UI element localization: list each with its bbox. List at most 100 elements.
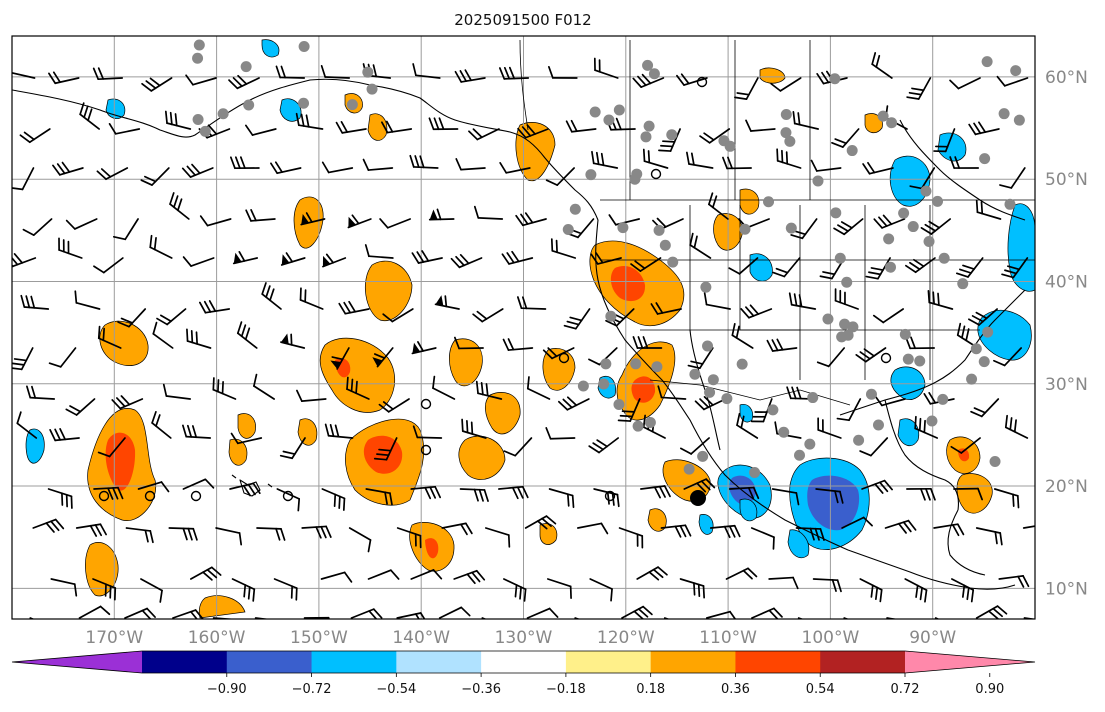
station-dot <box>807 392 819 404</box>
station-dot <box>932 195 944 207</box>
station-dot <box>659 239 671 251</box>
wind-barb <box>279 437 306 460</box>
station-dot <box>865 388 877 400</box>
wind-barb <box>1023 617 1035 619</box>
wind-barb <box>933 128 956 153</box>
station-dot <box>830 207 842 219</box>
wind-barb <box>75 523 107 537</box>
station-dot <box>884 261 896 273</box>
station-dot <box>653 224 665 236</box>
wind-barb <box>321 161 354 174</box>
wind-barb <box>750 527 775 550</box>
wind-barb <box>630 257 662 272</box>
station-dot <box>763 196 775 208</box>
wind-barb <box>378 398 410 413</box>
wind-barb <box>524 515 557 530</box>
wind-barb <box>162 383 192 400</box>
colorbar-tick-label: 0.54 <box>806 682 835 697</box>
station-dot <box>877 110 889 122</box>
wind-barb <box>65 398 96 416</box>
wind-barb <box>503 437 533 457</box>
wind-barb <box>347 214 372 229</box>
wind-barb <box>428 208 455 221</box>
wind-barb <box>459 488 489 502</box>
wind-barb <box>93 257 124 274</box>
station-dot <box>697 450 709 462</box>
colorbar-tick-label: 0.18 <box>636 682 665 697</box>
wind-barb <box>303 616 334 619</box>
wind-barb <box>169 192 190 220</box>
wind-barb <box>475 380 503 400</box>
station-dot <box>886 117 898 129</box>
wind-barb <box>379 218 411 229</box>
wind-barb <box>1001 257 1029 279</box>
colorbar-extend-high <box>905 651 1035 673</box>
wind-barb <box>65 218 98 230</box>
station-dot <box>603 114 615 126</box>
wind-barb <box>498 485 529 500</box>
station-dot <box>872 419 884 431</box>
station-dot <box>981 56 993 68</box>
station-dot <box>217 108 229 120</box>
wind-barb <box>904 578 928 603</box>
station-dot <box>780 108 792 120</box>
wind-barb <box>26 385 56 400</box>
calm-circle <box>420 444 432 456</box>
station-dot <box>617 222 629 234</box>
wind-barb <box>20 294 50 310</box>
wind-barb <box>230 432 263 445</box>
station-dot <box>966 373 978 385</box>
wind-barb <box>503 578 527 602</box>
station-dot <box>1013 114 1025 126</box>
wind-barb <box>365 488 393 506</box>
wind-barb <box>855 347 887 363</box>
colorbar-tick-label: −0.90 <box>207 682 247 697</box>
wind-barb <box>709 524 741 539</box>
wind-barb <box>906 487 936 501</box>
wind-barb <box>335 120 367 134</box>
wind-barb <box>841 516 873 529</box>
wind-barb <box>588 437 620 454</box>
wind-barb <box>660 524 692 538</box>
station-dot <box>630 358 642 370</box>
wind-barb <box>687 347 714 370</box>
colorbar-segment <box>142 651 228 673</box>
wind-barb <box>47 488 73 509</box>
wind-barb <box>321 488 346 511</box>
wind-barb <box>589 578 613 602</box>
wind-barb <box>16 411 38 439</box>
wind-barb <box>199 215 232 227</box>
wind-barb <box>833 218 864 236</box>
station-marker-large <box>690 490 706 506</box>
wind-barb <box>348 527 372 553</box>
wind-barb <box>725 567 758 580</box>
wind-barb <box>280 252 306 266</box>
wind-barb <box>231 578 256 602</box>
lon-label: 110°W <box>699 628 757 648</box>
wind-barb <box>816 347 846 368</box>
wind-barb <box>12 167 35 191</box>
station-dot <box>749 466 761 478</box>
wind-barb <box>330 347 350 370</box>
wind-barb <box>381 120 413 134</box>
wind-barb <box>432 375 456 400</box>
station-dot <box>898 207 910 219</box>
station-dot <box>923 235 935 247</box>
station-dot <box>839 318 851 330</box>
wind-barb <box>722 156 752 170</box>
wind-barb <box>74 290 101 310</box>
station-dot <box>632 420 644 432</box>
station-dot <box>707 374 719 386</box>
wind-barb <box>22 218 53 236</box>
figure-title: 2025091500 F012 <box>454 11 591 29</box>
wind-barb <box>229 482 261 497</box>
station-dot <box>613 104 625 116</box>
wind-barb <box>526 376 551 400</box>
station-dot <box>366 83 378 95</box>
station-dot <box>822 313 834 325</box>
station-dot <box>298 97 310 109</box>
wind-barb <box>817 417 842 439</box>
station-dot <box>785 222 797 234</box>
wind-barb <box>558 396 590 411</box>
